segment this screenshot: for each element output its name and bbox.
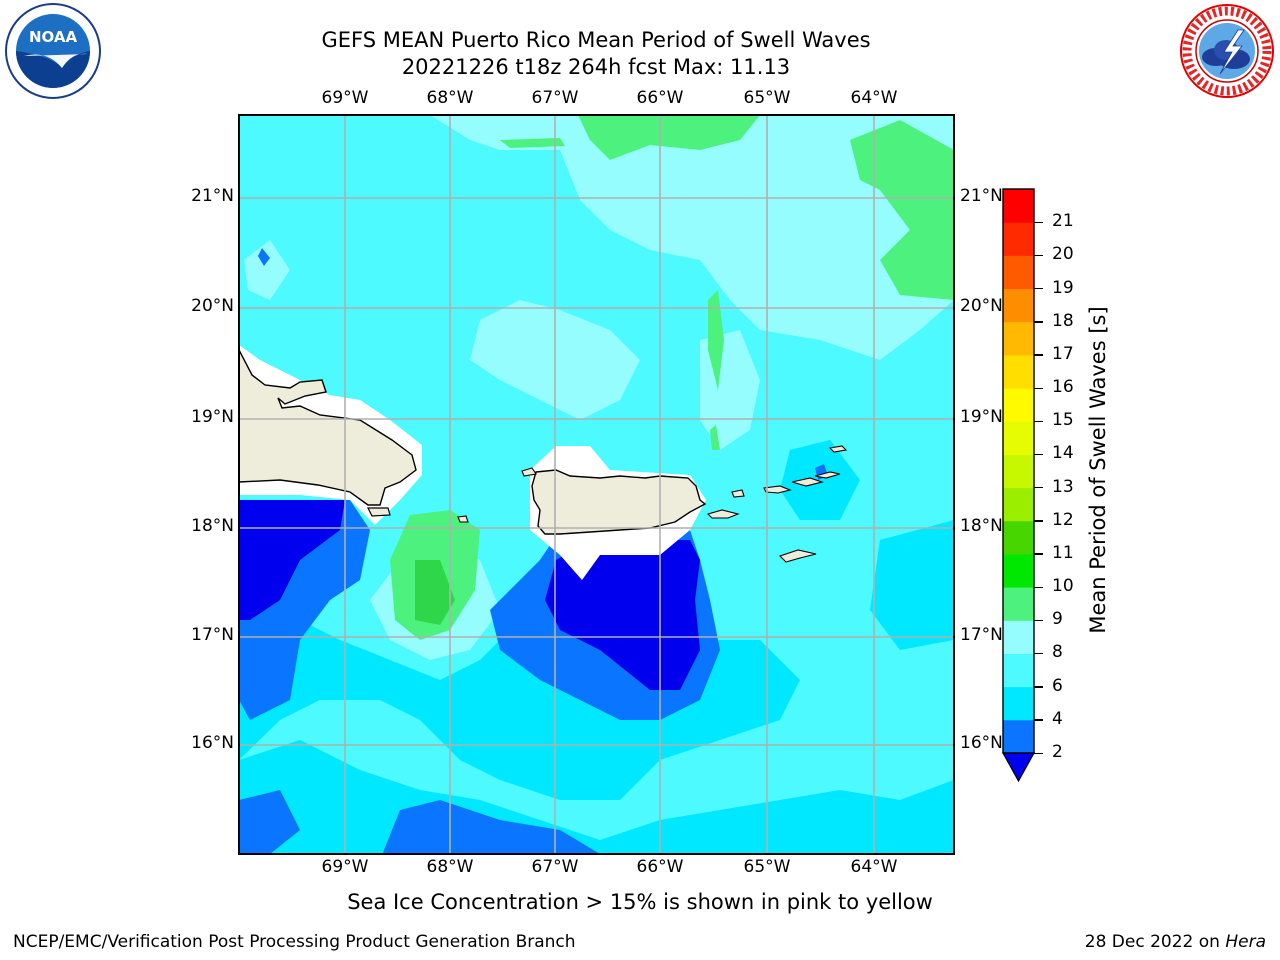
colorbar-tick-mark (1034, 387, 1043, 389)
lat-label-right: 16°N (960, 733, 1003, 753)
graticule (239, 115, 954, 854)
colorbar-tick-label: 10 (1052, 576, 1074, 597)
lon-label-top: 67°W (531, 88, 579, 108)
colorbar-swatch (1003, 255, 1034, 290)
noaa-logo-text: NOAA (29, 28, 78, 46)
colorbar-tick-mark (1034, 752, 1043, 754)
lat-label-right: 21°N (960, 186, 1003, 206)
colorbar-swatch (1003, 553, 1034, 588)
colorbar-tick-mark (1034, 254, 1043, 257)
colorbar-tick-mark (1034, 686, 1043, 688)
footer-host: Hera (1225, 932, 1266, 952)
lon-label-bottom: 67°W (531, 857, 579, 877)
chart-title: GEFS MEAN Puerto Rico Mean Period of Swe… (321, 28, 871, 52)
colorbar-swatch (1003, 321, 1034, 356)
colorbar-tick-label: 19 (1052, 277, 1074, 298)
chart-subtitle: 20221226 t18z 264h fcst Max: 11.13 (401, 55, 791, 79)
colorbar-swatch (1003, 189, 1034, 223)
colorbar-tick-mark (1034, 553, 1043, 555)
colorbar-tick-mark (1034, 520, 1043, 522)
lon-label-bottom: 64°W (850, 857, 898, 877)
colorbar-swatch (1003, 686, 1034, 721)
colorbar-tick-label: 2 (1052, 742, 1063, 762)
colorbar-tick-label: 14 (1052, 443, 1074, 464)
colorbar-tick-mark (1034, 221, 1043, 224)
footer-credit: NCEP/EMC/Verification Post Processing Pr… (13, 932, 576, 952)
noaa-logo: NOAA (5, 3, 101, 99)
colorbar-swatch (1003, 288, 1034, 323)
colorbar-tick-mark (1034, 321, 1043, 323)
map-frame (238, 114, 955, 855)
lat-label-left: 21°N (191, 186, 234, 206)
lon-label-top: 66°W (636, 88, 684, 108)
colorbar-tick-mark (1034, 288, 1043, 290)
colorbar-tick-label: 12 (1052, 509, 1074, 530)
lat-label-right: 19°N (960, 407, 1003, 427)
colorbar-swatch (1003, 421, 1034, 455)
lat-label-left: 20°N (191, 296, 234, 316)
colorbar-tick-label: 17 (1052, 343, 1074, 364)
colorbar-tick-label: 11 (1052, 542, 1074, 563)
colorbar-swatch (1003, 222, 1034, 256)
lon-label-bottom: 68°W (426, 857, 474, 877)
lat-label-left: 18°N (191, 516, 234, 536)
colorbar-tick-mark (1034, 487, 1043, 489)
lon-label-top: 65°W (743, 88, 791, 108)
colorbar-tick-label: 15 (1052, 410, 1074, 431)
colorbar-tick-label: 20 (1052, 244, 1074, 265)
colorbar-tick-label: 9 (1052, 609, 1063, 630)
lat-label-left: 17°N (191, 625, 234, 645)
lon-label-bottom: 66°W (636, 857, 684, 877)
colorbar (1001, 188, 1036, 783)
colorbar-swatch (1003, 487, 1034, 522)
lon-label-top: 69°W (321, 88, 369, 108)
colorbar-tick-mark (1034, 354, 1043, 356)
contour-fill (239, 115, 954, 854)
sea-ice-note: Sea Ice Concentration > 15% is shown in … (347, 890, 933, 914)
colorbar-tick-label: 21 (1052, 211, 1074, 232)
colorbar-swatch (1003, 388, 1034, 422)
colorbar-swatch (1003, 454, 1034, 489)
lat-label-left: 16°N (191, 733, 234, 753)
colorbar-tick-mark (1034, 719, 1043, 721)
footer-date-text: 28 Dec 2022 on (1084, 932, 1226, 952)
colorbar-tick-mark (1034, 586, 1043, 588)
colorbar-swatch (1003, 587, 1034, 621)
colorbar-tick-mark (1034, 652, 1043, 655)
nws-logo (1180, 4, 1274, 98)
colorbar-swatch (1003, 719, 1034, 754)
colorbar-tick-mark (1034, 420, 1043, 423)
colorbar-swatch (1003, 520, 1034, 555)
colorbar-tick-mark (1034, 453, 1043, 456)
colorbar-tick-label: 6 (1052, 675, 1063, 696)
colorbar-tick-label: 18 (1052, 310, 1074, 331)
lon-label-top: 68°W (426, 88, 474, 108)
lon-label-bottom: 65°W (743, 857, 791, 877)
colorbar-tick-label: 13 (1052, 476, 1074, 497)
lat-label-right: 20°N (960, 296, 1003, 316)
colorbar-tick-label: 4 (1052, 708, 1063, 729)
colorbar-swatch (1003, 354, 1034, 389)
colorbar-swatch (1003, 653, 1034, 688)
lat-label-left: 19°N (191, 407, 234, 427)
footer-date: 28 Dec 2022 on Hera (1085, 932, 1266, 952)
lon-label-bottom: 69°W (321, 857, 369, 877)
colorbar-swatch (1003, 620, 1034, 654)
colorbar-label: Mean Period of Swell Waves [s] (1086, 306, 1110, 634)
colorbar-tick-mark (1034, 619, 1043, 622)
lon-label-top: 64°W (850, 88, 898, 108)
lat-label-right: 18°N (960, 516, 1003, 536)
colorbar-tick-label: 8 (1052, 642, 1063, 663)
lat-label-right: 17°N (960, 625, 1003, 645)
colorbar-tick-label: 16 (1052, 377, 1074, 398)
